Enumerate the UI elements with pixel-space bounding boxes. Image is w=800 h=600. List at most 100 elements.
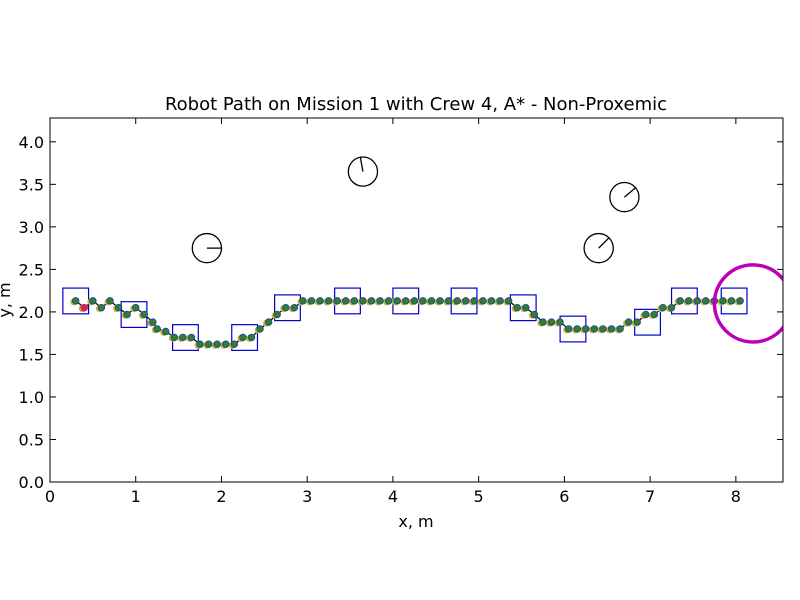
y-tick-label: 1.0 xyxy=(19,388,44,407)
x-tick-label: 1 xyxy=(131,487,141,506)
path-point xyxy=(187,333,196,342)
path-point xyxy=(393,297,401,305)
plot-area xyxy=(62,156,783,351)
goal-circle xyxy=(712,263,783,344)
y-tick-label: 4.0 xyxy=(19,133,44,152)
y-axis-label: y, m xyxy=(0,282,14,317)
crew-circle xyxy=(609,181,640,213)
chart-title: Robot Path on Mission 1 with Crew 4, A* … xyxy=(165,94,667,115)
path-point xyxy=(487,297,496,305)
x-tick-label: 2 xyxy=(216,487,226,506)
path-point xyxy=(624,318,633,326)
path-point xyxy=(444,297,453,305)
path-point xyxy=(736,297,744,305)
y-tick-label: 1.5 xyxy=(19,345,44,364)
x-axis-label: x, m xyxy=(398,512,433,531)
waypoint-box xyxy=(231,324,259,351)
path-point xyxy=(196,340,204,348)
path-point xyxy=(496,297,504,305)
path-point xyxy=(453,297,461,305)
crew-heading xyxy=(359,157,364,172)
y-axis-ticks: 0.0 0.5 1.0 1.5 2.0 2.5 3.0 3.5 4.0 xyxy=(19,133,783,492)
path-point xyxy=(123,310,131,319)
path-point xyxy=(582,325,590,333)
path-point xyxy=(436,297,444,305)
path-point xyxy=(162,327,170,336)
path-point xyxy=(376,297,384,305)
x-tick-label: 0 xyxy=(45,487,55,506)
y-tick-label: 3.5 xyxy=(19,175,44,194)
x-tick-label: 5 xyxy=(474,487,484,506)
path-point xyxy=(402,297,410,305)
path-point xyxy=(170,333,179,342)
crew-member xyxy=(583,232,614,264)
y-tick-label: 2.5 xyxy=(19,260,44,279)
path-point xyxy=(642,310,650,319)
path-point xyxy=(89,297,97,305)
path-point xyxy=(264,318,273,326)
x-tick-label: 3 xyxy=(302,487,312,506)
crew-heading xyxy=(598,237,610,249)
path-point xyxy=(114,303,123,312)
y-tick-label: 0.5 xyxy=(19,430,44,449)
path-point xyxy=(153,325,161,333)
path-point xyxy=(479,297,487,305)
path-point xyxy=(607,325,616,333)
crew-member xyxy=(609,181,640,213)
path-point xyxy=(106,297,114,305)
path-point xyxy=(384,297,393,305)
path-point xyxy=(410,297,419,305)
path-point xyxy=(179,333,187,342)
path-point xyxy=(727,297,736,305)
path-point xyxy=(324,297,333,305)
path-point xyxy=(693,297,701,305)
path-point xyxy=(590,325,599,333)
path-point xyxy=(719,297,727,305)
x-tick-label: 4 xyxy=(388,487,398,506)
crew-circle xyxy=(583,232,614,264)
path-point xyxy=(539,318,547,326)
y-tick-label: 0.0 xyxy=(19,473,44,492)
path-point xyxy=(419,297,427,305)
crew-circle xyxy=(191,232,223,264)
path-point xyxy=(564,325,573,333)
path-point xyxy=(239,333,247,342)
path-point xyxy=(316,297,324,305)
path-point xyxy=(247,333,256,342)
path-point xyxy=(667,303,676,312)
path-point xyxy=(676,297,684,305)
path-point xyxy=(633,318,641,326)
path-point xyxy=(290,303,299,312)
path-point xyxy=(599,325,607,333)
y-tick-label: 2.0 xyxy=(19,303,44,322)
y-tick-label: 3.0 xyxy=(19,218,44,237)
path-point xyxy=(132,303,140,312)
x-axis-ticks: 0 1 2 3 4 5 6 7 8 xyxy=(45,118,741,506)
x-tick-label: 6 xyxy=(559,487,569,506)
path-point xyxy=(573,325,581,333)
crew-member xyxy=(347,156,379,187)
path-point xyxy=(222,340,230,348)
path-point xyxy=(282,303,290,312)
path-point xyxy=(462,297,470,305)
path-point xyxy=(256,325,264,333)
axes-frame xyxy=(49,117,784,483)
path-point xyxy=(427,297,436,305)
path-point xyxy=(547,318,556,326)
path-point xyxy=(72,297,80,305)
path-point xyxy=(659,303,667,312)
path-point xyxy=(616,325,624,333)
path-point xyxy=(204,340,213,348)
path-point xyxy=(556,318,564,326)
start-point xyxy=(80,304,88,312)
path-point xyxy=(522,303,530,312)
crew-circle xyxy=(347,156,379,187)
waypoint-box xyxy=(274,294,301,322)
axes-border xyxy=(49,117,784,483)
path-point xyxy=(273,310,281,319)
path-point xyxy=(97,303,106,312)
path-point xyxy=(350,297,359,305)
path-point xyxy=(342,297,350,305)
path-point xyxy=(359,297,367,305)
